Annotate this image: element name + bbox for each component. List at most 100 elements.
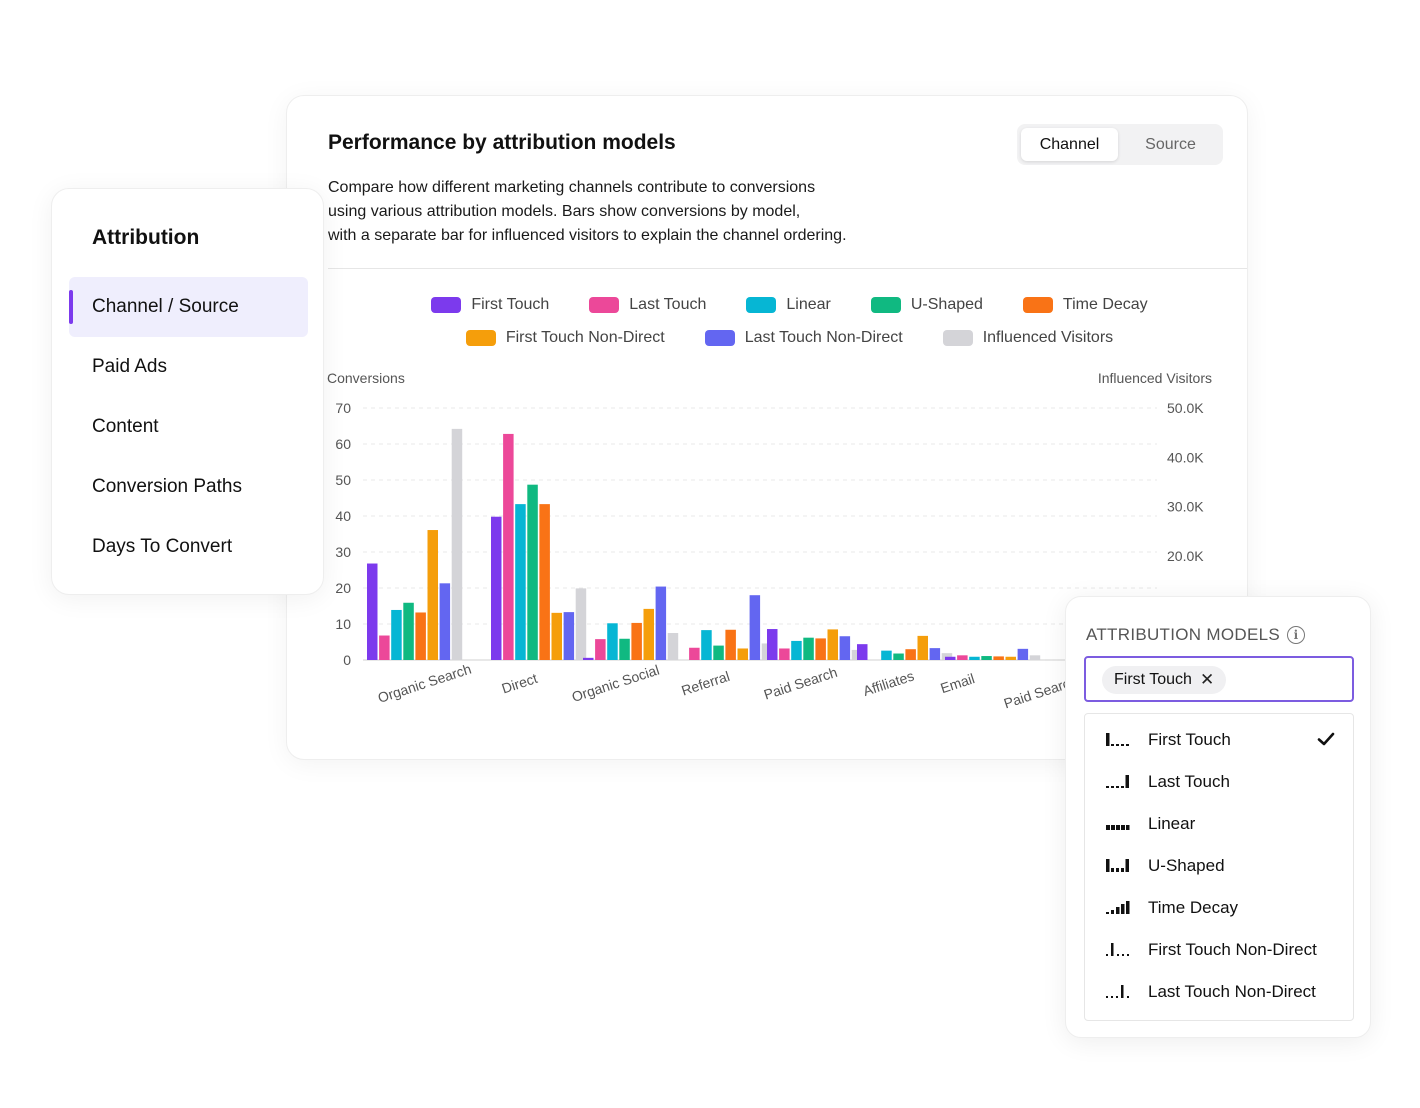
channel-toggle-button[interactable]: Channel [1021, 128, 1118, 161]
bar-time-decay [815, 638, 826, 660]
y2-axis-title: Influenced Visitors [1098, 370, 1212, 386]
bar-u-shaped [619, 638, 630, 660]
bar-influenced-visitors [667, 633, 679, 660]
dropdown-header-label: ATTRIBUTION MODELS [1086, 625, 1280, 644]
description-line: with a separate bar for influenced visit… [328, 227, 847, 244]
y-tick-label: 60 [335, 436, 351, 452]
option-label: Linear [1148, 814, 1196, 833]
legend-item-influenced-visitors[interactable]: Influenced Visitors [942, 327, 1113, 349]
option-first-touch-non-direct[interactable]: First Touch Non-Direct [1085, 929, 1353, 971]
sidebar-nav: Channel / Source Paid Ads Content Conver… [69, 277, 308, 577]
attribution-sidebar: Attribution Channel / Source Paid Ads Co… [51, 188, 324, 595]
legend-item-time-decay[interactable]: Time Decay [1022, 294, 1148, 316]
attribution-models-dropdown: ATTRIBUTION MODELS i First Touch ✕ First… [1065, 596, 1371, 1038]
source-toggle-button[interactable]: Source [1145, 135, 1196, 153]
bar-influenced-visitors [1029, 655, 1041, 660]
option-last-touch-non-direct[interactable]: Last Touch Non-Direct [1085, 971, 1353, 1013]
bar-time-decay [415, 612, 426, 660]
first-touch-icon [1106, 733, 1129, 746]
bar-time-decay [725, 629, 736, 660]
sidebar-item-channel-source[interactable]: Channel / Source [69, 277, 308, 337]
info-icon[interactable]: i [1287, 626, 1305, 644]
bar-first-touch-non-direct [917, 635, 928, 660]
sidebar-item-content[interactable]: Content [69, 397, 308, 457]
bar-time-decay [905, 649, 916, 660]
y-tick-label: 70 [335, 400, 351, 416]
description-line: Compare how different marketing channels… [328, 179, 816, 196]
bar-first-touch-non-direct [737, 648, 748, 660]
x-tick-label: Direct [500, 670, 540, 697]
option-u-shaped[interactable]: U-Shaped [1085, 845, 1353, 887]
legend-label: Last Touch [629, 296, 707, 313]
option-last-touch[interactable]: Last Touch [1085, 761, 1353, 803]
legend-item-u-shaped[interactable]: U-Shaped [870, 294, 983, 316]
bar-time-decay [631, 622, 642, 660]
sidebar-item-paid-ads[interactable]: Paid Ads [69, 337, 308, 397]
u-shaped-icon [1106, 859, 1129, 872]
y2-tick-label: 50.0K [1167, 400, 1204, 416]
chip-label: First Touch [1114, 671, 1192, 688]
legend-item-first-touch-non-direct[interactable]: First Touch Non-Direct [465, 327, 665, 349]
bar-last-touch-non-direct [439, 583, 451, 660]
performance-card: Performance by attribution models Channe… [286, 95, 1248, 760]
y-tick-label: 50 [335, 472, 351, 488]
bar-linear [515, 504, 526, 660]
bar-last-touch-non-direct [563, 612, 575, 660]
sidebar-item-label: Days To Convert [92, 536, 233, 557]
page-title: Performance by attribution models [328, 131, 676, 154]
x-tick-label: Organic Social [570, 662, 662, 705]
chart-description: Compare how different marketing channels… [328, 176, 928, 248]
option-time-decay[interactable]: Time Decay [1085, 887, 1353, 929]
bar-last-touch-non-direct [655, 586, 667, 660]
bar-u-shaped [893, 653, 904, 660]
option-label: Time Decay [1148, 898, 1239, 917]
last-touch-non-direct-icon [1106, 985, 1129, 998]
x-tick-label: Affiliates [861, 667, 916, 698]
option-first-touch[interactable]: First Touch [1085, 719, 1353, 761]
option-label: First Touch [1148, 730, 1231, 749]
channel-source-toggle: Channel Source [1017, 124, 1223, 165]
option-linear[interactable]: Linear [1085, 803, 1353, 845]
legend-swatch [942, 330, 973, 346]
legend-row: First Touch Non-Direct Last Touch Non-Di… [287, 327, 1247, 349]
bar-last-touch [503, 433, 514, 660]
legend-item-first-touch[interactable]: First Touch [431, 294, 549, 316]
bar-linear [391, 609, 402, 660]
legend-item-linear[interactable]: Linear [746, 294, 831, 316]
bar-influenced-visitors [761, 643, 773, 660]
chart-legend: First Touch Last Touch Linear U-Shaped T… [287, 294, 1247, 360]
first-touch-non-direct-icon [1106, 943, 1129, 956]
y-tick-label: 40 [335, 508, 351, 524]
close-icon[interactable]: ✕ [1199, 670, 1215, 689]
last-touch-icon [1106, 775, 1129, 788]
legend-swatch [1022, 297, 1053, 313]
bar-first-touch-non-direct [643, 608, 654, 660]
selected-chip: First Touch ✕ [1102, 666, 1227, 694]
sidebar-item-conversion-paths[interactable]: Conversion Paths [69, 457, 308, 517]
sidebar-title: Attribution [92, 226, 200, 249]
bar-first-touch-non-direct [1005, 656, 1016, 660]
legend-item-last-touch[interactable]: Last Touch [589, 294, 706, 316]
legend-label: Time Decay [1062, 296, 1148, 313]
dropdown-header: ATTRIBUTION MODELS i [1086, 625, 1305, 645]
sidebar-item-label: Conversion Paths [92, 476, 242, 497]
y-tick-label: 30 [335, 544, 351, 560]
bar-influenced-visitors [575, 588, 587, 660]
dropdown-options-list: First Touch Last Touch Linear U-Shaped T… [1084, 713, 1354, 1021]
bar-influenced-visitors [451, 428, 463, 660]
attribution-models-select[interactable]: First Touch ✕ [1084, 656, 1354, 702]
legend-item-last-touch-non-direct[interactable]: Last Touch Non-Direct [704, 327, 903, 349]
option-label: Last Touch Non-Direct [1148, 982, 1316, 1001]
y-tick-label: 0 [343, 652, 351, 668]
linear-icon [1106, 825, 1130, 830]
option-label: Last Touch [1148, 772, 1230, 791]
sidebar-item-days-to-convert[interactable]: Days To Convert [69, 517, 308, 577]
x-tick-label: Email [938, 670, 976, 696]
bar-time-decay [993, 656, 1004, 660]
bar-last-touch [595, 639, 606, 660]
description-line: using various attribution models. Bars s… [328, 203, 801, 220]
y-axis-title: Conversions [327, 370, 405, 386]
bar-last-touch-non-direct [929, 648, 941, 660]
bar-linear [969, 656, 980, 660]
sidebar-item-label: Channel / Source [92, 296, 239, 317]
